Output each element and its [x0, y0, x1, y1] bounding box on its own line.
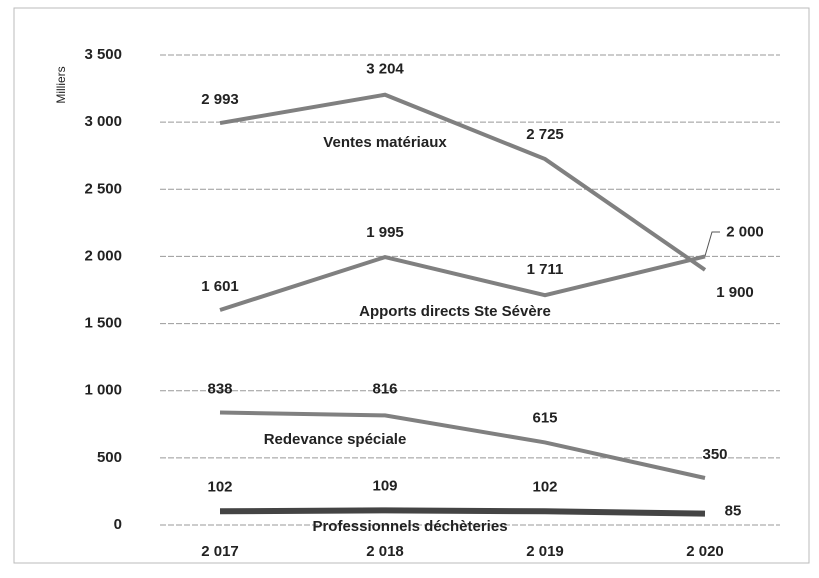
- y-axis-label: Milliers: [54, 66, 68, 103]
- data-label: 2 000: [726, 223, 764, 240]
- x-tick-label: 2 017: [201, 543, 239, 560]
- y-tick-label: 1 000: [84, 382, 122, 399]
- series-name: Ventes matériaux: [323, 134, 447, 151]
- data-label: 1 711: [527, 261, 564, 278]
- data-label: 2 725: [526, 126, 564, 143]
- data-label: 350: [702, 446, 727, 463]
- data-label: 838: [207, 380, 232, 397]
- data-label: 1 995: [366, 224, 404, 241]
- series-name: Apports directs Ste Sévère: [359, 303, 551, 320]
- y-tick-label: 2 500: [84, 180, 122, 197]
- leader-line: [704, 231, 720, 257]
- y-tick-label: 500: [97, 449, 122, 466]
- data-label: 615: [532, 409, 557, 426]
- data-label: 1 601: [201, 278, 239, 295]
- y-tick-label: 3 500: [84, 46, 122, 63]
- y-tick-label: 1 500: [84, 315, 122, 332]
- y-tick-label: 0: [114, 516, 122, 533]
- frame: [13, 7, 810, 564]
- x-tick-label: 2 018: [366, 543, 404, 560]
- data-label: 1 900: [716, 284, 754, 301]
- series-line: [219, 254, 706, 312]
- series-line: [219, 507, 706, 517]
- data-label: 109: [372, 477, 397, 494]
- series-line: [219, 92, 707, 272]
- series-name: Professionnels déchèteries: [312, 518, 507, 535]
- data-label: 102: [532, 478, 557, 495]
- data-label: 816: [372, 380, 397, 397]
- series-line: [219, 410, 706, 480]
- data-label: 85: [725, 503, 742, 520]
- data-label: 3 204: [366, 61, 404, 78]
- data-label: 102: [207, 478, 232, 495]
- y-tick-label: 2 000: [84, 247, 122, 264]
- x-tick-label: 2 019: [526, 543, 564, 560]
- x-tick-label: 2 020: [686, 543, 724, 560]
- data-label: 2 993: [201, 91, 239, 108]
- y-tick-label: 3 000: [84, 113, 122, 130]
- series-name: Redevance spéciale: [264, 431, 407, 448]
